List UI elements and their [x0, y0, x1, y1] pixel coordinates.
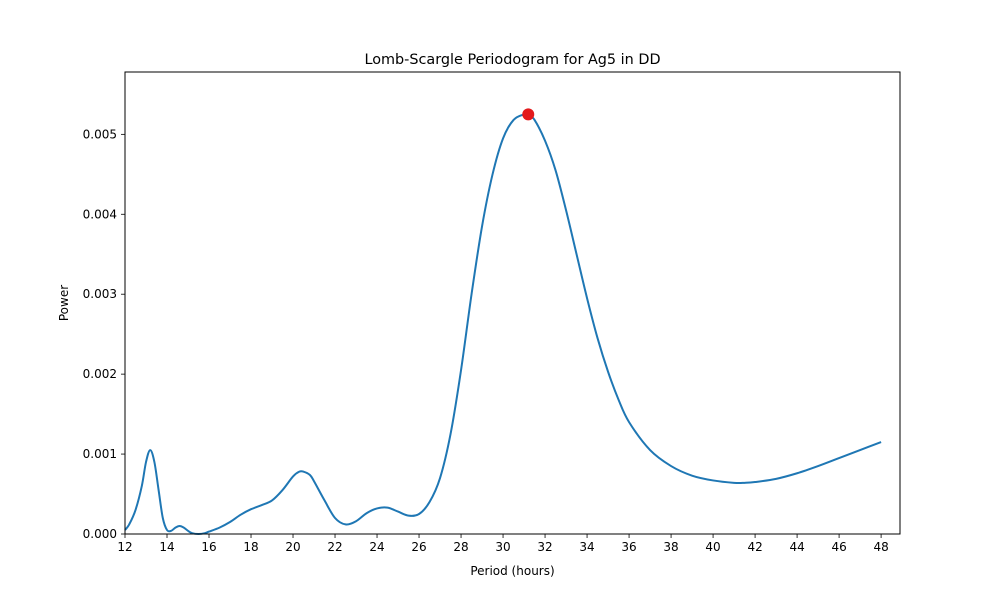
x-tick-label: 20 [285, 540, 300, 554]
x-tick-label: 38 [663, 540, 678, 554]
x-tick-label: 28 [453, 540, 468, 554]
y-tick-label: 0.000 [83, 527, 117, 541]
x-axis-title: Period (hours) [470, 564, 554, 578]
plot-frame [124, 71, 901, 535]
x-axis-ticks: 12 14 16 18 20 22 24 26 28 30 32 34 36 38 40 42 44 46 48 [117, 534, 889, 554]
periodogram-line [124, 112, 882, 535]
x-tick-label: 16 [201, 540, 216, 554]
y-tick-label: 0.001 [83, 447, 117, 461]
x-tick-label: 40 [705, 540, 720, 554]
x-tick-label: 44 [789, 540, 804, 554]
y-axis-title: Power [57, 285, 71, 321]
x-tick-label: 30 [495, 540, 510, 554]
x-tick-label: 12 [117, 540, 132, 554]
x-tick-label: 24 [369, 540, 384, 554]
y-tick-label: 0.004 [83, 207, 117, 221]
y-tick-label: 0.002 [83, 367, 117, 381]
y-tick-label: 0.005 [83, 127, 117, 141]
chart-title: Lomb-Scargle Periodogram for Ag5 in DD [364, 52, 660, 68]
x-tick-label: 26 [411, 540, 426, 554]
x-tick-label: 14 [159, 540, 174, 554]
x-tick-label: 46 [831, 540, 846, 554]
x-tick-label: 18 [243, 540, 258, 554]
peak-marker [522, 108, 535, 121]
x-tick-label: 32 [537, 540, 552, 554]
y-axis-ticks: 0.000 0.001 0.002 0.003 0.004 0.005 [83, 127, 125, 541]
y-tick-label: 0.003 [83, 287, 117, 301]
x-tick-label: 22 [327, 540, 342, 554]
plot-area [125, 72, 900, 534]
x-tick-label: 48 [873, 540, 888, 554]
x-tick-label: 42 [747, 540, 762, 554]
x-tick-label: 36 [621, 540, 636, 554]
x-tick-label: 34 [579, 540, 594, 554]
series-layer [124, 108, 882, 535]
